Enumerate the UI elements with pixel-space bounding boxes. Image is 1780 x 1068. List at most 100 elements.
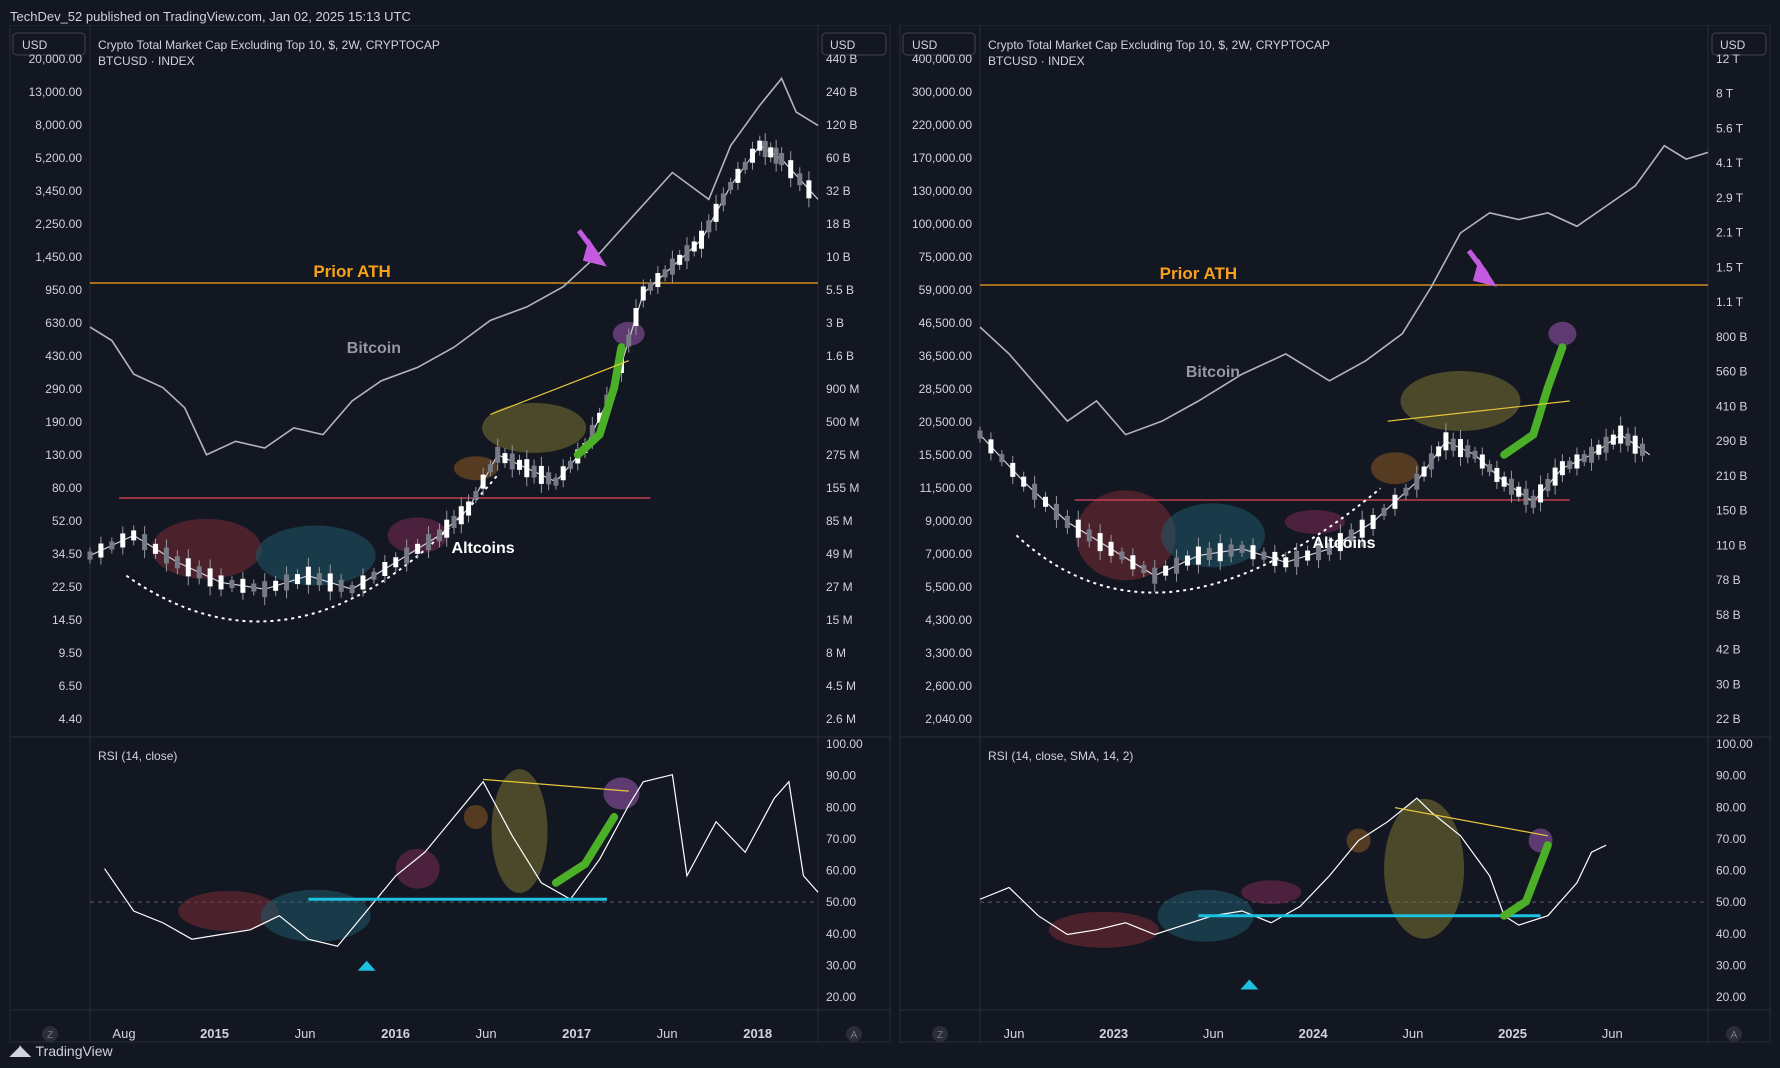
candle bbox=[294, 574, 300, 585]
candle bbox=[1639, 443, 1645, 456]
candle bbox=[1032, 483, 1038, 500]
candle bbox=[762, 141, 768, 157]
x-tick-label: Jun bbox=[1203, 1026, 1224, 1041]
rsi-highlight-zone bbox=[491, 769, 548, 894]
rsi-tick-label: 40.00 bbox=[1716, 927, 1746, 941]
candle bbox=[1472, 450, 1478, 459]
right-tick-label: 58 B bbox=[1716, 608, 1741, 622]
candle bbox=[1294, 550, 1300, 567]
candle bbox=[1632, 435, 1638, 454]
usd-right-badge[interactable] bbox=[1711, 32, 1767, 56]
candle bbox=[1625, 433, 1631, 446]
usd-left-badge[interactable] bbox=[902, 32, 976, 56]
candle bbox=[640, 286, 646, 301]
candle bbox=[1538, 484, 1544, 503]
rsi-trend-line bbox=[483, 778, 629, 792]
candle bbox=[1589, 446, 1595, 463]
left-tick-label: 22.50 bbox=[52, 580, 82, 594]
usd-left-badge[interactable] bbox=[12, 32, 86, 56]
candle bbox=[87, 551, 93, 560]
candle bbox=[1075, 519, 1081, 538]
left-tick-label: 1,450.00 bbox=[35, 250, 82, 264]
zoom-label: Z bbox=[937, 1030, 943, 1041]
candle bbox=[1494, 467, 1500, 482]
zoom-icon[interactable] bbox=[42, 1026, 58, 1042]
candle bbox=[1228, 544, 1234, 557]
chart-area[interactable]: USD USD Crypto Total Market Cap Excluding … bbox=[0, 25, 1780, 1055]
candle bbox=[728, 181, 734, 190]
candle bbox=[567, 460, 573, 469]
candle bbox=[131, 530, 137, 541]
usd-right-label: USD bbox=[1720, 38, 1746, 52]
candle bbox=[360, 575, 366, 590]
left-tick-label: 130.00 bbox=[45, 448, 82, 462]
candle bbox=[495, 446, 501, 463]
usd-left-label: USD bbox=[912, 38, 938, 52]
panel-2 bbox=[899, 25, 1771, 1043]
altcoins-label: Altcoins bbox=[1312, 535, 1375, 552]
prior-ath-label: Prior ATH bbox=[1160, 264, 1237, 283]
x-tick-label: 2017 bbox=[562, 1026, 591, 1041]
candle bbox=[749, 148, 755, 163]
left-tick-label: 950.00 bbox=[45, 283, 82, 297]
candle bbox=[240, 578, 246, 593]
left-tick-label: 2,040.00 bbox=[925, 712, 972, 726]
rsi-rally-highlight bbox=[1500, 841, 1552, 920]
right-tick-label: 22 B bbox=[1716, 712, 1741, 726]
candle bbox=[779, 153, 785, 166]
left-tick-label: 130,000.00 bbox=[912, 184, 972, 198]
right-tick-label: 10 B bbox=[826, 250, 851, 264]
right-tick-label: 5.6 T bbox=[1716, 121, 1744, 135]
right-tick-label: 5.5 B bbox=[826, 283, 854, 297]
bitcoin-line bbox=[979, 144, 1709, 436]
left-tick-label: 400,000.00 bbox=[912, 52, 972, 66]
candle bbox=[305, 566, 311, 585]
candle bbox=[1428, 453, 1434, 470]
candle bbox=[1574, 454, 1580, 469]
auto-label: A bbox=[851, 1030, 858, 1041]
right-tick-label: 78 B bbox=[1716, 573, 1741, 587]
rsi-line bbox=[979, 797, 1607, 936]
left-tick-label: 430.00 bbox=[45, 349, 82, 363]
left-tick-label: 52.00 bbox=[52, 514, 82, 528]
candle bbox=[185, 558, 191, 577]
candle bbox=[999, 454, 1005, 463]
candle bbox=[327, 573, 333, 592]
left-tick-label: 11,500.00 bbox=[920, 481, 973, 495]
left-tick-label: 80.00 bbox=[52, 481, 82, 495]
legend-compare: BTCUSD · INDEX bbox=[98, 54, 195, 68]
bitcoin-label: Bitcoin bbox=[1186, 364, 1240, 381]
candle bbox=[1305, 550, 1311, 561]
right-tick-label: 42 B bbox=[1716, 643, 1741, 657]
rsi-line bbox=[104, 773, 819, 947]
candle bbox=[1465, 445, 1471, 458]
right-tick-label: 1.1 T bbox=[1716, 295, 1744, 309]
auto-scale-icon[interactable] bbox=[846, 1026, 862, 1042]
x-tick-label: Jun bbox=[295, 1026, 316, 1041]
usd-right-badge[interactable] bbox=[821, 32, 887, 56]
candle bbox=[1206, 547, 1212, 560]
right-tick-label: 2.6 M bbox=[826, 712, 856, 726]
candle bbox=[1359, 519, 1365, 538]
zoom-icon[interactable] bbox=[932, 1026, 948, 1042]
right-tick-label: 110 B bbox=[1716, 538, 1746, 552]
right-tick-label: 8 M bbox=[826, 646, 846, 660]
candle bbox=[1421, 466, 1427, 477]
candle bbox=[633, 308, 639, 326]
rsi-highlight-zone bbox=[603, 777, 640, 810]
candle bbox=[338, 579, 344, 592]
candle bbox=[589, 424, 595, 441]
left-tick-label: 5,200.00 bbox=[35, 151, 82, 165]
candle bbox=[773, 147, 779, 164]
candle bbox=[662, 269, 668, 278]
candle bbox=[109, 541, 115, 550]
candle bbox=[713, 203, 719, 222]
auto-scale-icon[interactable] bbox=[1726, 1026, 1742, 1042]
candle bbox=[669, 258, 675, 275]
candle bbox=[1021, 476, 1027, 487]
candle bbox=[1141, 565, 1147, 573]
candle bbox=[538, 465, 544, 484]
candle bbox=[560, 466, 566, 481]
rally-highlight bbox=[573, 343, 626, 459]
left-tick-label: 4.40 bbox=[59, 712, 83, 726]
